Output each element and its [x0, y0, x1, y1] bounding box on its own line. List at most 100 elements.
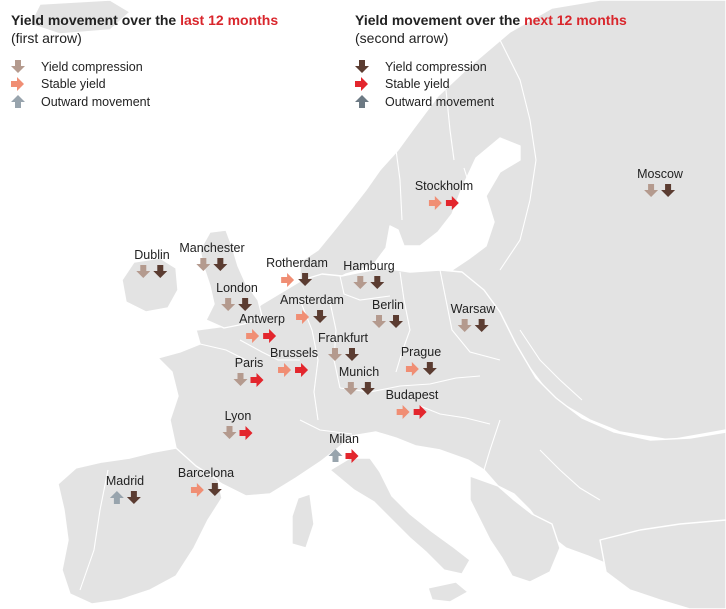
legend-last-subtitle: (first arrow): [11, 30, 82, 46]
last-right-arrow-icon: [190, 483, 204, 497]
city-lyon: Lyon: [222, 409, 254, 440]
next-down-arrow-icon: [213, 258, 228, 271]
city-name: Amsterdam: [280, 293, 344, 307]
last-down-arrow-icon: [353, 276, 368, 289]
legend-next-list: Yield compression Stable yield Outward m…: [355, 58, 627, 111]
city-arrows: [179, 258, 244, 272]
next-right-arrow-icon: [345, 449, 359, 463]
next-up-arrow-icon: [355, 94, 369, 108]
next-down-arrow-icon: [313, 310, 328, 323]
next-down-arrow-icon: [344, 348, 359, 361]
last-down-arrow-icon: [11, 59, 25, 73]
city-frankfurt: Frankfurt: [318, 331, 368, 362]
city-name: Madrid: [105, 474, 145, 488]
legend-last-label-stable: Stable yield: [41, 77, 106, 92]
city-name: Frankfurt: [317, 331, 369, 345]
land-sardinia: [291, 493, 315, 549]
city-arrows: [339, 382, 379, 396]
legend-next-label-compression: Yield compression: [385, 59, 487, 74]
last-up-arrow-icon: [109, 491, 124, 504]
city-hamburg: Hamburg: [343, 259, 395, 290]
city-antwerp: Antwerp: [239, 312, 285, 343]
city-arrows: [280, 310, 344, 324]
next-right-arrow-icon: [263, 329, 277, 343]
legend-last-down-arrow-icon: [11, 59, 27, 74]
city-name: Prague: [400, 345, 442, 359]
next-right-arrow-icon: [295, 363, 309, 377]
city-name: Moscow: [637, 167, 683, 181]
city-name: Brussels: [270, 346, 318, 360]
legend-last-title: Yield movement over the last 12 months: [11, 12, 279, 28]
city-arrows: [343, 276, 394, 290]
city-prague: Prague: [401, 345, 441, 376]
next-down-arrow-icon: [474, 319, 489, 332]
last-right-arrow-icon: [278, 363, 292, 377]
legend-last-item-compression: Yield compression: [11, 58, 278, 76]
legend-next-title: Yield movement over the next 12 months: [355, 12, 627, 28]
next-down-arrow-icon: [360, 382, 375, 395]
city-stockholm: Stockholm: [415, 179, 473, 210]
city-madrid: Madrid: [106, 474, 144, 505]
city-arrows: [106, 491, 144, 505]
legend-next-down-arrow-icon: [355, 59, 371, 74]
next-right-arrow-icon: [413, 405, 427, 419]
city-arrows: [318, 348, 368, 362]
city-barcelona: Barcelona: [178, 466, 234, 497]
city-moscow: Moscow: [637, 167, 683, 198]
last-down-arrow-icon: [644, 184, 659, 197]
city-arrows: [134, 265, 169, 279]
legend-last-label-outward: Outward movement: [41, 94, 151, 109]
legend-last-item-outward: Outward movement: [11, 93, 278, 111]
city-name: Antwerp: [239, 312, 285, 326]
legend-next-item-outward: Outward movement: [355, 93, 627, 111]
legend-last-item-stable: Stable yield: [11, 76, 278, 94]
last-down-arrow-icon: [327, 348, 342, 361]
city-manchester: Manchester: [179, 241, 245, 272]
next-down-arrow-icon: [153, 265, 168, 278]
city-arrows: [178, 483, 234, 497]
city-warsaw: Warsaw: [450, 302, 496, 333]
legend-next-item-stable: Stable yield: [355, 76, 627, 94]
land-iberia: [57, 447, 223, 605]
city-arrows: [386, 405, 439, 419]
city-arrows: [266, 273, 328, 287]
city-arrows: [451, 319, 496, 333]
city-brussels: Brussels: [270, 346, 318, 377]
city-london: London: [216, 281, 258, 312]
last-up-arrow-icon: [328, 449, 343, 462]
city-dublin: Dublin: [134, 248, 170, 279]
city-name: Manchester: [179, 241, 245, 255]
last-down-arrow-icon: [457, 319, 472, 332]
legend-next-subtitle: (second arrow): [355, 30, 449, 46]
next-right-arrow-icon: [445, 196, 459, 210]
last-right-arrow-icon: [428, 196, 442, 210]
last-down-arrow-icon: [196, 258, 211, 271]
last-down-arrow-icon: [222, 426, 237, 439]
last-right-arrow-icon: [11, 77, 24, 92]
city-name: Budapest: [385, 388, 439, 402]
next-right-arrow-icon: [239, 426, 253, 440]
last-right-arrow-icon: [246, 329, 260, 343]
last-down-arrow-icon: [343, 382, 358, 395]
city-name: Lyon: [224, 409, 252, 423]
next-down-arrow-icon: [207, 483, 222, 496]
city-arrows: [239, 329, 285, 343]
city-arrows: [401, 362, 441, 376]
next-down-arrow-icon: [355, 59, 369, 73]
land-iceland: [29, 0, 131, 35]
city-name: Munich: [338, 365, 380, 379]
land-sicily: [427, 581, 469, 603]
city-arrows: [222, 426, 254, 440]
city-name: Warsaw: [450, 302, 496, 316]
city-milan: Milan: [328, 432, 360, 463]
legend-last-right-arrow-icon: [11, 77, 27, 92]
last-right-arrow-icon: [281, 273, 295, 287]
city-name: Berlin: [372, 298, 404, 312]
city-name: Paris: [234, 356, 264, 370]
next-down-arrow-icon: [238, 298, 253, 311]
city-budapest: Budapest: [385, 388, 439, 419]
city-rotherdam: Rotherdam: [266, 256, 328, 287]
land-turkey: [599, 519, 726, 609]
city-arrows: [372, 315, 404, 329]
